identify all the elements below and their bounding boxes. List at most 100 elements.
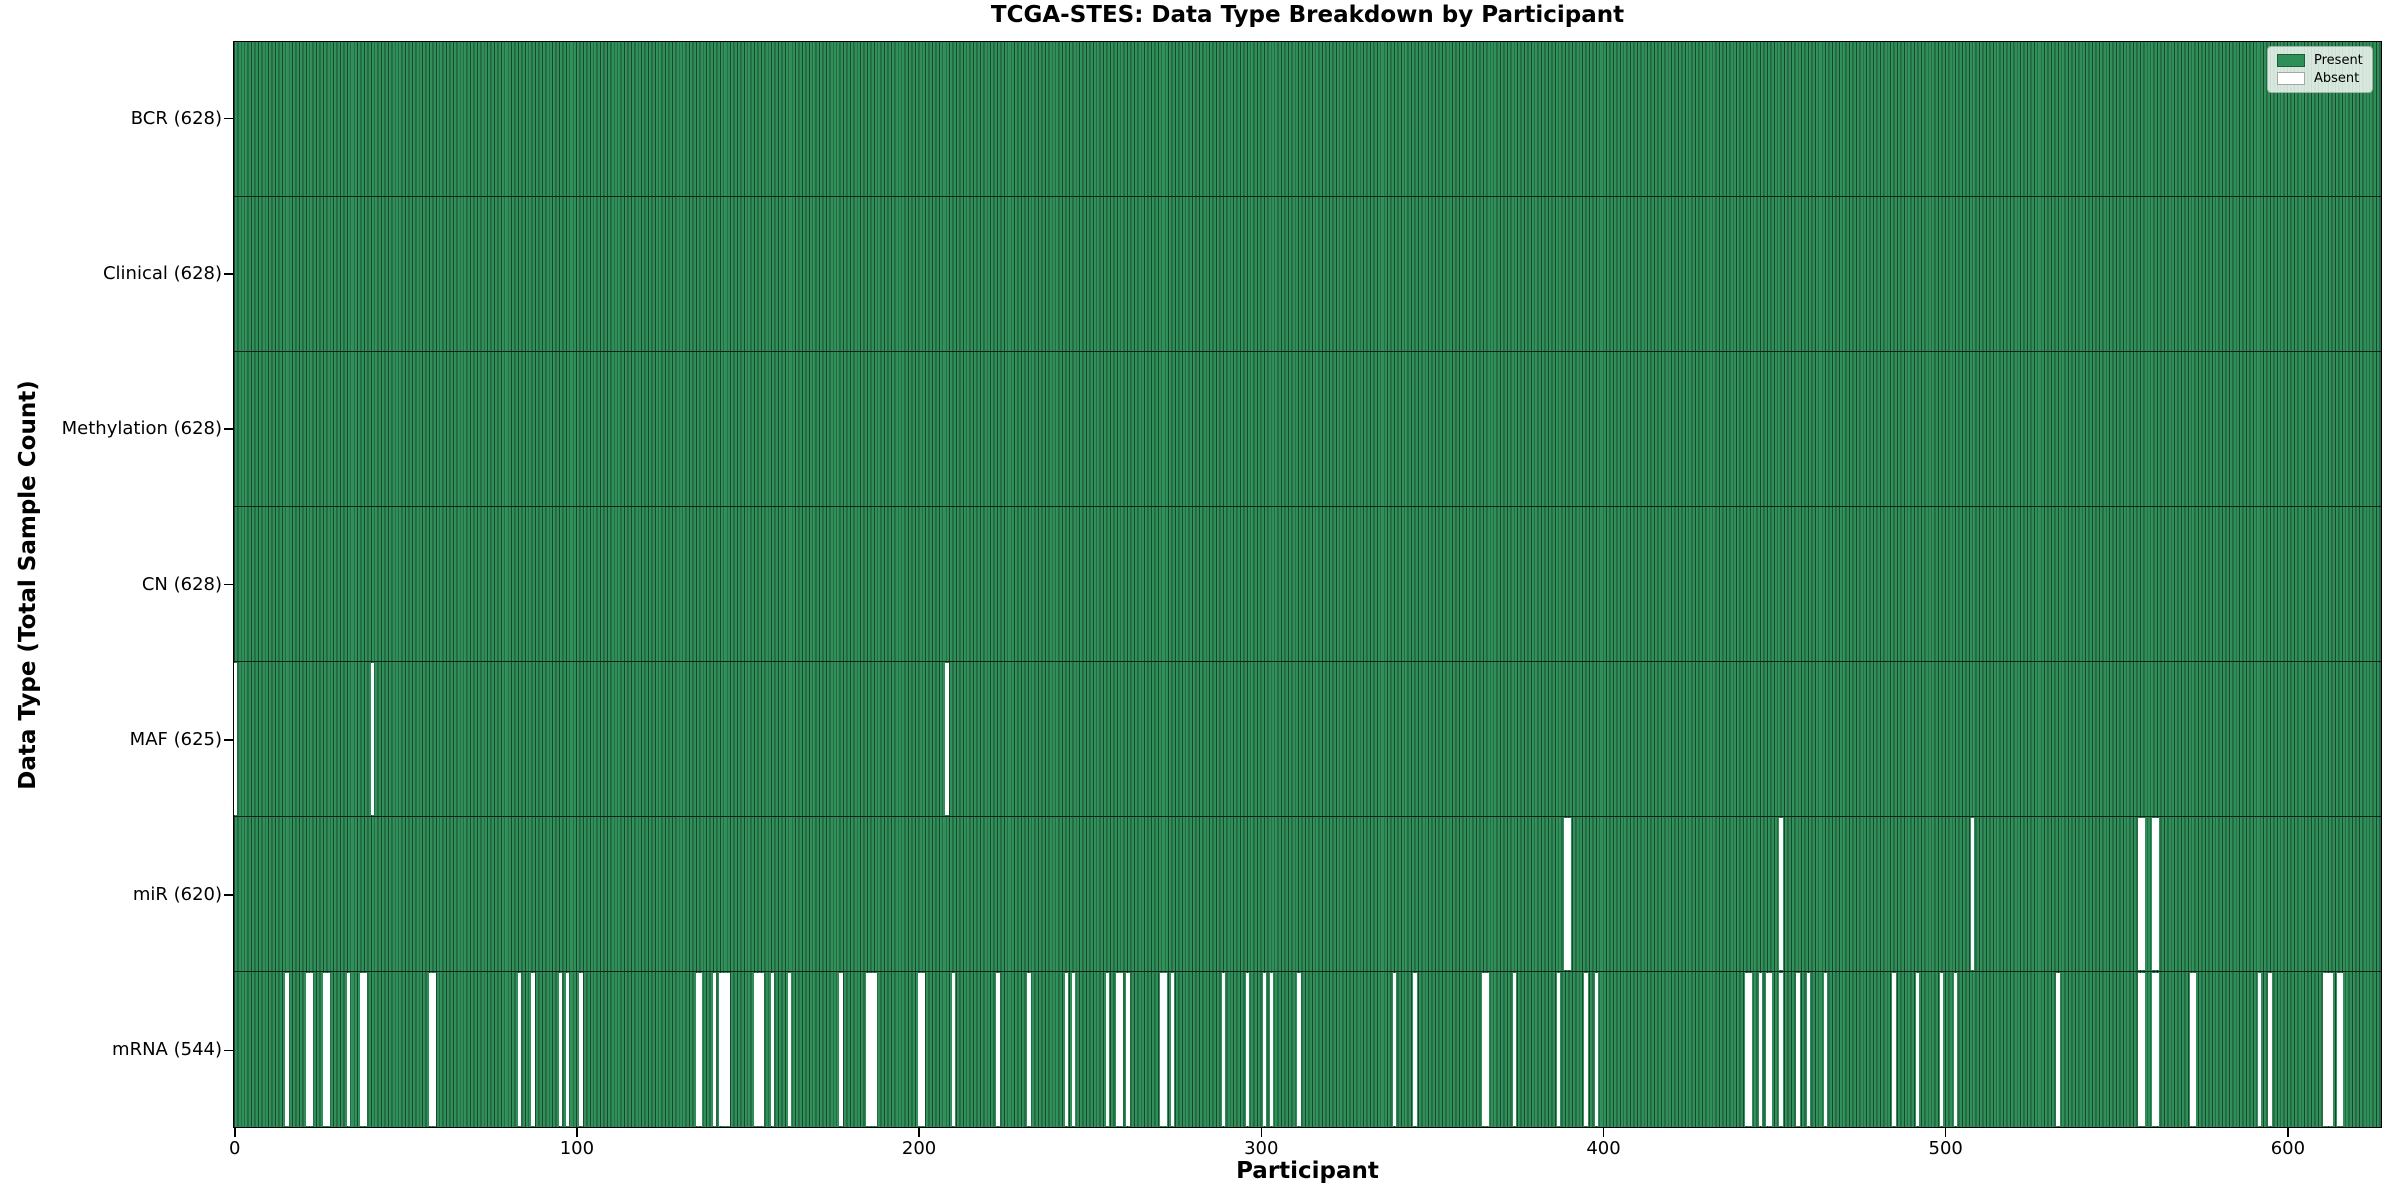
absent-stripe-mRNA-562 — [2155, 973, 2159, 1126]
absent-stripe-mRNA-22 — [309, 973, 313, 1126]
xtick-label-600: 600 — [2270, 1138, 2306, 1159]
xtick-mark-100 — [576, 1128, 578, 1137]
absent-stripe-miR-390 — [1567, 818, 1571, 970]
absent-stripe-mRNA-154 — [760, 973, 764, 1126]
absent-stripe-mRNA-245 — [1071, 973, 1075, 1126]
absent-stripe-mRNA-592 — [2257, 973, 2262, 1126]
legend-label-present: Present — [2314, 53, 2363, 68]
xtick-mark-200 — [918, 1128, 920, 1137]
row-MAF — [234, 662, 2381, 817]
plot-area — [233, 41, 2382, 1128]
absent-stripe-mRNA-186 — [869, 973, 874, 1126]
absent-stripe-miR-508 — [1970, 818, 1975, 970]
absent-stripe-mRNA-572 — [2189, 973, 2193, 1126]
absent-stripe-mRNA-485 — [1892, 973, 1896, 1126]
xtick-label-400: 400 — [1586, 1138, 1621, 1159]
xtick-mark-600 — [2287, 1128, 2289, 1137]
absent-stripe-mRNA-557 — [2138, 973, 2142, 1126]
absent-stripe-mRNA-258 — [1116, 973, 1120, 1126]
row-mRNA — [234, 972, 2381, 1127]
absent-stripe-mRNA-87 — [531, 973, 535, 1126]
ytick-label-BCR: BCR (628) — [130, 107, 222, 129]
legend-swatch-present — [2277, 54, 2305, 67]
absent-stripe-mRNA-615 — [2336, 973, 2340, 1126]
absent-stripe-mRNA-460 — [1806, 973, 1811, 1126]
absent-stripe-mRNA-26 — [322, 973, 327, 1126]
x-axis-label: Participant — [1236, 1158, 1379, 1184]
xtick-label-200: 200 — [901, 1138, 937, 1159]
absent-stripe-miR-558 — [2141, 818, 2146, 970]
absent-stripe-mRNA-15 — [285, 973, 289, 1126]
absent-stripe-mRNA-27 — [326, 973, 330, 1126]
absent-stripe-mRNA-57 — [428, 973, 433, 1126]
xtick-mark-300 — [1260, 1128, 1263, 1137]
legend-label-absent: Absent — [2314, 71, 2360, 86]
absent-stripe-mRNA-177 — [839, 973, 843, 1126]
absent-stripe-mRNA-503 — [1953, 973, 1958, 1126]
xtick-label-300: 300 — [1244, 1138, 1279, 1159]
xtick-mark-500 — [1944, 1128, 1947, 1137]
absent-stripe-mRNA-201 — [921, 973, 925, 1126]
chart-title: TCGA-STES: Data Type Breakdown by Partic… — [990, 2, 1625, 28]
absent-stripe-mRNA-613 — [2329, 973, 2334, 1126]
absent-stripe-mRNA-595 — [2268, 973, 2272, 1126]
absent-stripe-mRNA-144 — [726, 973, 730, 1126]
absent-stripe-mRNA-339 — [1392, 973, 1397, 1126]
absent-stripe-mRNA-261 — [1126, 973, 1130, 1126]
absent-stripe-mRNA-296 — [1245, 973, 1250, 1126]
absent-stripe-mRNA-289 — [1222, 973, 1226, 1126]
absent-stripe-mRNA-271 — [1160, 973, 1164, 1126]
ytick-label-MAF: MAF (625) — [129, 728, 222, 750]
absent-stripe-mRNA-157 — [770, 973, 775, 1126]
ytick-mark-mRNA — [224, 1049, 233, 1052]
absent-stripe-mRNA-140 — [712, 973, 717, 1126]
absent-stripe-mRNA-101 — [579, 973, 583, 1126]
absent-stripe-mRNA-492 — [1916, 973, 1920, 1126]
legend-entry-present: Present — [2277, 53, 2363, 68]
absent-stripe-mRNA-561 — [2151, 973, 2156, 1126]
absent-stripe-mRNA-223 — [996, 973, 1000, 1126]
absent-stripe-mRNA-153 — [757, 973, 761, 1126]
absent-stripe-mRNA-398 — [1594, 973, 1599, 1126]
absent-stripe-mRNA-136 — [698, 973, 703, 1126]
ytick-label-miR: miR (620) — [132, 884, 222, 906]
ytick-mark-Clinical — [224, 273, 233, 275]
absent-stripe-mRNA-616 — [2339, 973, 2344, 1126]
absent-stripe-mRNA-448 — [1765, 973, 1770, 1126]
absent-stripe-mRNA-135 — [695, 973, 699, 1126]
absent-stripe-mRNA-442 — [1745, 973, 1749, 1126]
absent-stripe-mRNA-452 — [1779, 973, 1783, 1126]
absent-stripe-mRNA-533 — [2056, 973, 2060, 1126]
ytick-label-mRNA: mRNA (544) — [112, 1039, 222, 1061]
ytick-mark-CN — [224, 583, 233, 586]
absent-stripe-mRNA-449 — [1769, 973, 1773, 1126]
absent-stripe-mRNA-38 — [363, 973, 368, 1126]
absent-stripe-mRNA-365 — [1481, 973, 1486, 1126]
absent-stripe-mRNA-95 — [558, 973, 563, 1126]
ytick-label-CN: CN (628) — [141, 573, 222, 595]
absent-stripe-miR-561 — [2151, 818, 2156, 970]
absent-stripe-mRNA-152 — [753, 973, 758, 1126]
absent-stripe-mRNA-366 — [1485, 973, 1489, 1126]
ytick-mark-Methylation — [224, 428, 233, 430]
absent-stripe-mRNA-185 — [866, 973, 870, 1126]
absent-stripe-mRNA-457 — [1796, 973, 1800, 1126]
absent-stripe-mRNA-243 — [1064, 973, 1069, 1126]
absent-stripe-mRNA-187 — [873, 973, 877, 1126]
absent-stripe-mRNA-259 — [1119, 973, 1123, 1126]
absent-stripe-MAF-0 — [234, 663, 238, 815]
legend-swatch-absent — [2277, 72, 2305, 85]
absent-stripe-miR-562 — [2155, 818, 2159, 970]
absent-stripe-mRNA-97 — [565, 973, 570, 1126]
row-miR — [234, 817, 2381, 972]
absent-stripe-mRNA-232 — [1027, 973, 1031, 1126]
row-BCR — [234, 42, 2381, 197]
xtick-mark-400 — [1602, 1128, 1605, 1137]
absent-stripe-mRNA-395 — [1584, 973, 1588, 1126]
ytick-label-Methylation: Methylation (628) — [61, 418, 222, 440]
absent-stripe-mRNA-143 — [722, 973, 727, 1126]
absent-stripe-mRNA-499 — [1939, 973, 1944, 1126]
absent-stripe-MAF-40 — [370, 663, 375, 815]
absent-stripe-mRNA-255 — [1105, 973, 1110, 1126]
